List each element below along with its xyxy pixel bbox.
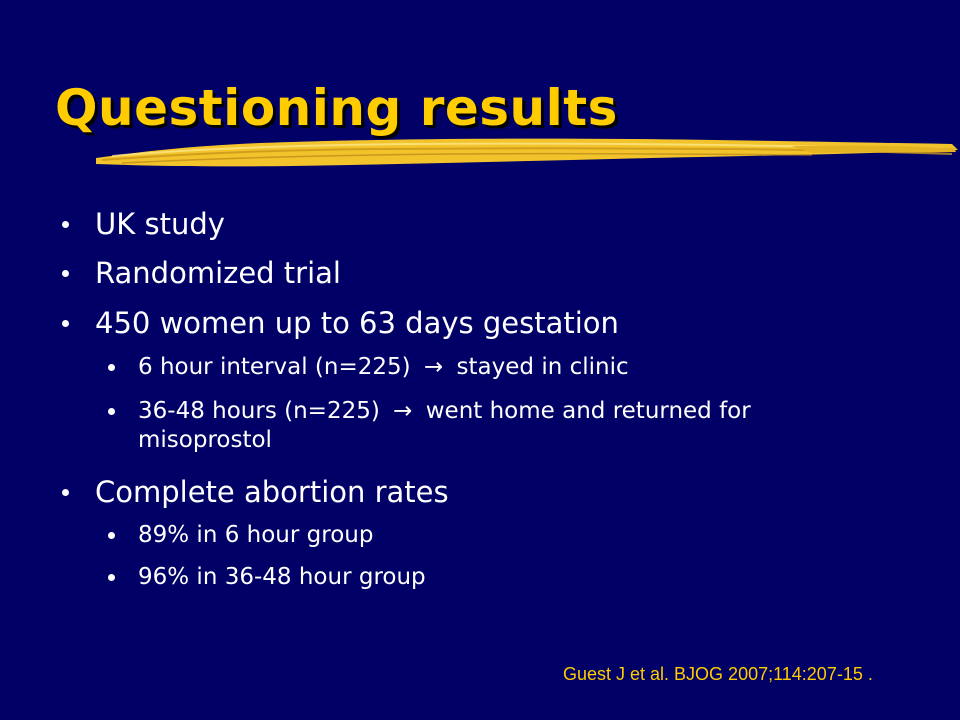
bullet-text: 450 women up to 63 days gestation bbox=[95, 306, 619, 340]
bullet-dot bbox=[62, 270, 69, 277]
bullet-uk-study: UK study bbox=[62, 206, 225, 242]
bullet-text: 89% in 6 hour group bbox=[138, 522, 374, 548]
bullet-dot bbox=[108, 574, 115, 581]
bullet-text: went home and returned for bbox=[425, 398, 751, 424]
bullet-dot bbox=[108, 408, 115, 415]
bullet-dot bbox=[108, 364, 115, 371]
bullet-participants: 450 women up to 63 days gestation bbox=[62, 305, 619, 341]
subbullet-89-percent: 89% in 6 hour group bbox=[108, 521, 374, 550]
slide-title: Questioning results bbox=[55, 79, 618, 137]
bullet-dot bbox=[62, 221, 69, 228]
bullet-text: Complete abortion rates bbox=[95, 475, 449, 509]
arrow-right-icon: → bbox=[393, 398, 413, 424]
bullet-text: 36-48 hours (n=225) bbox=[138, 398, 380, 424]
arrow-right-icon: → bbox=[423, 354, 444, 380]
subbullet-96-percent: 96% in 36-48 hour group bbox=[108, 563, 426, 592]
bullet-text: 6 hour interval (n=225) bbox=[138, 354, 411, 380]
subbullet-6-hour-interval: 6 hour interval (n=225) → stayed in clin… bbox=[108, 353, 629, 382]
citation: Guest J et al. BJOG 2007;114:207-15 . bbox=[563, 664, 873, 684]
subbullet-36-48-hours: 36-48 hours (n=225) → went home and retu… bbox=[108, 397, 751, 455]
bullet-complete-abortion-rates: Complete abortion rates bbox=[62, 474, 449, 510]
brush-stroke-underline bbox=[96, 138, 958, 167]
bullet-text: UK study bbox=[95, 207, 225, 241]
bullet-dot bbox=[62, 320, 69, 327]
bullet-dot bbox=[62, 489, 69, 496]
bullet-text: 96% in 36-48 hour group bbox=[138, 564, 426, 590]
bullet-text-continued: misoprostol bbox=[138, 427, 272, 453]
bullet-text: stayed in clinic bbox=[456, 354, 629, 380]
bullet-text: Randomized trial bbox=[95, 256, 341, 290]
bullet-dot bbox=[108, 532, 115, 539]
bullet-randomized-trial: Randomized trial bbox=[62, 255, 341, 291]
